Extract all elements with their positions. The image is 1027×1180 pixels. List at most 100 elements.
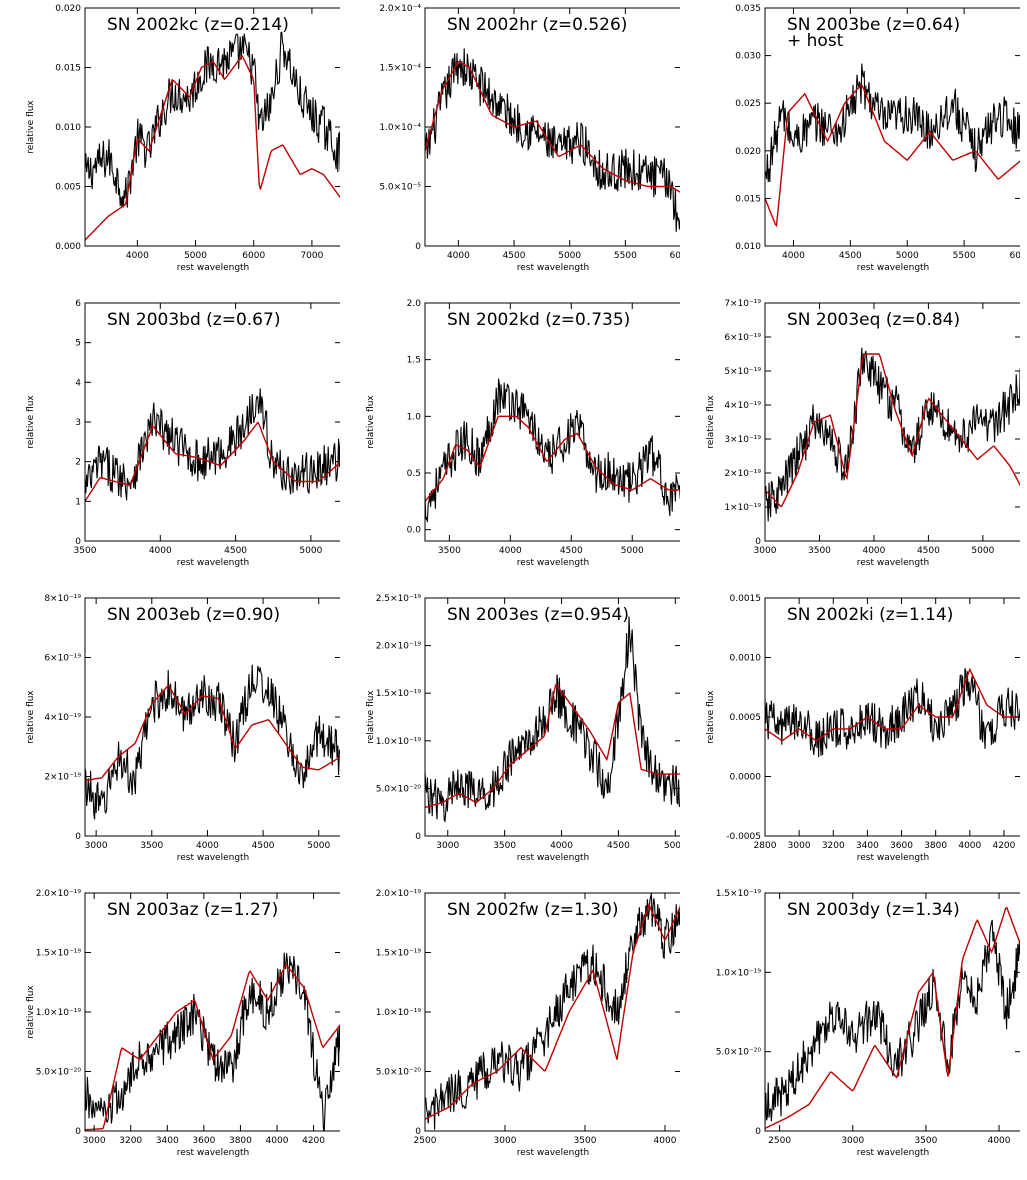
x-tick-label: 3200 [822, 841, 845, 851]
x-tick-label: 5000 [307, 841, 330, 851]
y-tick-label: 0.0 [407, 526, 422, 536]
spectrum-panel: 3000 3500 4000 4500 5000 0 2×10⁻¹⁹ 4×10⁻¹⁹ 6×10⁻… [26, 594, 340, 863]
x-tick-label: 4500 [607, 841, 630, 851]
x-tick-label: 4000 [782, 251, 805, 261]
x-tick-label: 4000 [196, 841, 219, 851]
y-tick-label: 2 [75, 458, 81, 468]
y-tick-label: 0.030 [735, 52, 761, 62]
y-axis-label: relative flux [26, 395, 36, 449]
y-tick-label: 0 [415, 1127, 421, 1137]
x-tick-label: 3500 [74, 546, 97, 556]
y-tick-label: 0.015 [735, 194, 761, 204]
x-tick-label: 4500 [252, 841, 275, 851]
y-tick-label: 5.0×10⁻²⁰ [376, 1068, 422, 1078]
y-tick-label: 0.015 [55, 64, 81, 74]
x-tick-label: 4500 [503, 251, 526, 261]
x-tick-label: 2500 [768, 1136, 791, 1146]
y-tick-label: 0.000 [55, 242, 81, 252]
x-tick-label: 3800 [229, 1136, 252, 1146]
spectrum-panel: 4000 4500 5000 5500 6000 0.010 0.015 0.020 0.025… [735, 4, 1020, 273]
y-tick-label: 3 [75, 418, 81, 428]
y-tick-label: 5.0×10⁻²⁰ [36, 1068, 82, 1078]
y-tick-label: 6 [75, 299, 81, 309]
y-tick-label: 1.5×10⁻¹⁹ [716, 889, 762, 899]
x-tick-label: 3800 [924, 841, 947, 851]
y-tick-label: 2.0×10⁻¹⁹ [376, 889, 422, 899]
x-tick-label: 3000 [436, 841, 459, 851]
template-spectrum-line [765, 353, 1020, 508]
y-tick-label: 5.0×10⁻²⁰ [376, 784, 422, 794]
template-spectrum-line [765, 84, 1020, 228]
x-axis-label: rest wavelength [177, 1148, 250, 1158]
y-tick-label: 1.0×10⁻¹⁹ [376, 737, 422, 747]
x-tick-label: 4500 [224, 546, 247, 556]
x-tick-label: 6000 [670, 251, 680, 261]
x-tick-label: 3500 [140, 841, 163, 851]
panel-title: SN 2003az (z=1.27) [107, 900, 278, 920]
x-tick-label: 6000 [242, 251, 265, 261]
x-tick-label: 2500 [414, 1136, 437, 1146]
spectrum-panel: 3500 4000 4500 5000 0 1 2 3 4 5 6 SN 2003bd (z=0.67… [26, 299, 340, 568]
y-axis-label: relative flux [706, 395, 716, 449]
y-tick-label: 7×10⁻¹⁹ [724, 299, 761, 309]
panel-title: SN 2002fw (z=1.30) [447, 900, 618, 920]
spectrum-panel: 2800 3000 3200 3400 3600 3800 4000 4200 -0.0005 0… [706, 594, 1020, 863]
template-spectrum-line [425, 60, 680, 193]
plot-frame [84, 302, 340, 542]
y-tick-label: 0.0010 [730, 654, 762, 664]
spectrum-panel: 3000 3500 4000 4500 5000 0 5.0×10⁻²⁰ 1.0×10⁻¹⁹ 1… [366, 594, 680, 863]
y-tick-label: 1×10⁻¹⁹ [724, 503, 761, 513]
y-tick-label: 0.020 [735, 147, 761, 157]
y-tick-label: 1.5×10⁻¹⁹ [36, 949, 82, 959]
y-tick-label: 0 [415, 832, 421, 842]
observed-spectrum-line [85, 31, 340, 208]
observed-spectrum-line [85, 952, 340, 1131]
y-axis-label: relative flux [26, 690, 36, 744]
spectrum-panel: 4000 4500 5000 5500 6000 0 5.0×10⁻⁵ 1.0×10⁻⁴ 1.5… [379, 4, 680, 273]
y-tick-label: 0 [75, 537, 81, 547]
observed-spectrum-line [765, 919, 1020, 1125]
template-spectrum-line [765, 906, 1020, 1130]
x-tick-label: 4000 [126, 251, 149, 261]
spectrum-panel: 3000 3500 4000 4500 5000 0 1×10⁻¹⁹ 2×10⁻¹⁹ 3×10⁻… [706, 299, 1020, 568]
x-tick-label: 4200 [992, 841, 1015, 851]
y-tick-label: 2×10⁻¹⁹ [44, 773, 81, 783]
x-tick-label: 3000 [85, 841, 108, 851]
observed-spectrum-line [425, 378, 680, 523]
y-tick-label: 1.0×10⁻¹⁹ [376, 1008, 422, 1018]
x-tick-label: 5000 [299, 546, 322, 556]
plot-frame [424, 7, 680, 247]
x-tick-label: 4500 [839, 251, 862, 261]
spectrum-panel: 3500 4000 4500 5000 0.0 0.5 1.0 1.5 2.0 SN 2002kd… [366, 299, 680, 568]
y-axis-label: relative flux [706, 690, 716, 744]
x-axis-label: rest wavelength [177, 263, 250, 273]
y-tick-label: 5×10⁻¹⁹ [724, 367, 761, 377]
panel-title: SN 2003bd (z=0.67) [107, 310, 280, 330]
y-tick-label: 0 [75, 832, 81, 842]
x-tick-label: 5000 [971, 546, 994, 556]
y-tick-label: 5.0×10⁻²⁰ [716, 1048, 762, 1058]
x-tick-label: 4000 [654, 1136, 677, 1146]
x-tick-label: 4000 [862, 546, 885, 556]
spectrum-panel: 4000 5000 6000 7000 0.000 0.005 0.010 0.015 0.02… [26, 4, 340, 273]
template-spectrum-line [85, 684, 340, 782]
y-tick-label: 8×10⁻¹⁹ [44, 594, 81, 604]
x-tick-label: 3400 [856, 841, 879, 851]
x-tick-label: 5500 [614, 251, 637, 261]
spectrum-panel: 2500 3000 3500 4000 0 5.0×10⁻²⁰ 1.0×10⁻¹⁹ 1.5×1… [376, 889, 680, 1158]
y-tick-label: 2.0 [407, 299, 422, 309]
x-tick-label: 4000 [550, 841, 573, 851]
x-tick-label: 4500 [560, 546, 583, 556]
spectrum-panel: 2500 3000 3500 4000 0 5.0×10⁻²⁰ 1.0×10⁻¹⁹ 1.5×1… [716, 889, 1020, 1158]
y-tick-label: 0 [755, 537, 761, 547]
x-tick-label: 4000 [266, 1136, 289, 1146]
y-tick-label: 0 [755, 1127, 761, 1137]
x-tick-label: 5000 [664, 841, 680, 851]
panel-title: SN 2002kc (z=0.214) [107, 15, 289, 35]
observed-spectrum-line [425, 48, 680, 232]
y-tick-label: 0.020 [55, 4, 81, 14]
x-axis-label: rest wavelength [517, 1148, 590, 1158]
x-tick-label: 4000 [447, 251, 470, 261]
x-tick-label: 3000 [754, 546, 777, 556]
y-tick-label: 0.035 [735, 4, 761, 14]
